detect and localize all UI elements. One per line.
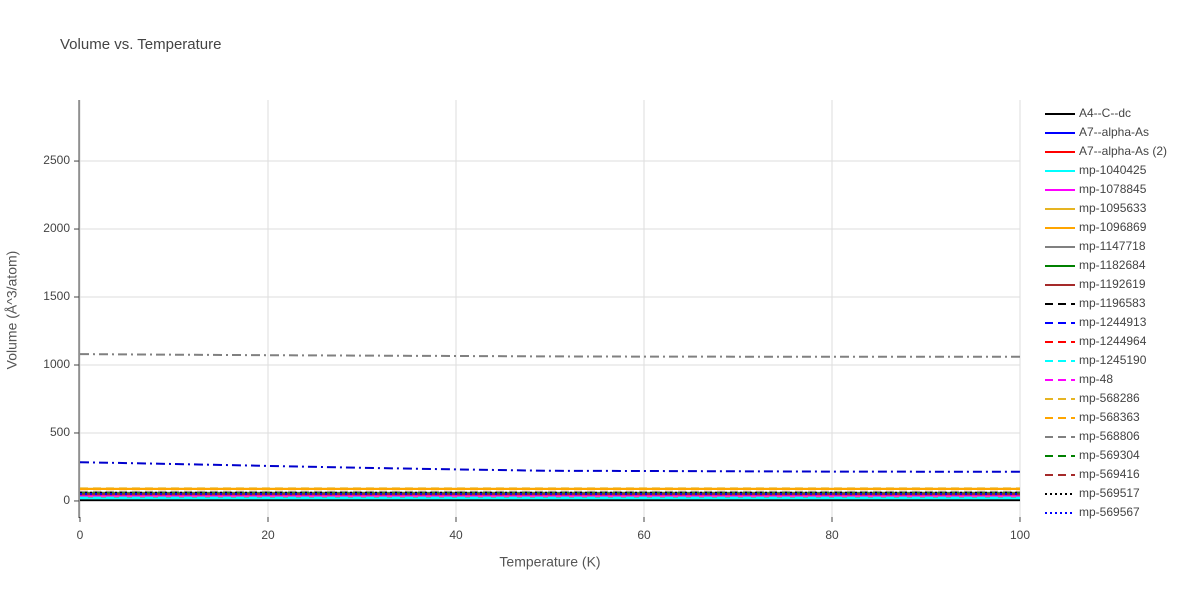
legend-label[interactable]: mp-1192619 — [1079, 277, 1146, 291]
y-tick-label: 2000 — [43, 221, 70, 235]
x-tick-label: 20 — [261, 528, 275, 542]
legend-label[interactable]: mp-1147718 — [1079, 239, 1146, 253]
y-axis-title: Volume (Å^3/atom) — [4, 251, 20, 370]
legend-label[interactable]: mp-1196583 — [1079, 296, 1146, 310]
y-tick-label: 2500 — [43, 153, 70, 167]
chart-title: Volume vs. Temperature — [60, 36, 221, 53]
legend-label[interactable]: mp-1078845 — [1079, 182, 1147, 196]
series-line — [79, 461, 1020, 473]
legend-label[interactable]: mp-568363 — [1079, 410, 1140, 424]
x-axis-title: Temperature (K) — [499, 554, 600, 570]
legend-label[interactable]: mp-1040425 — [1079, 163, 1147, 177]
x-tick-label: 60 — [637, 528, 651, 542]
legend-label[interactable]: mp-569517 — [1079, 486, 1140, 500]
legend-label[interactable]: mp-1182684 — [1079, 258, 1146, 272]
legend-label[interactable]: mp-569416 — [1079, 467, 1140, 481]
legend-label[interactable]: mp-568286 — [1079, 391, 1140, 405]
x-tick-label: 100 — [1010, 528, 1030, 542]
legend-label[interactable]: mp-1096869 — [1079, 220, 1147, 234]
legend-label[interactable]: mp-1244913 — [1079, 315, 1147, 329]
legend-label[interactable]: mp-1095633 — [1079, 201, 1147, 215]
x-tick-label: 0 — [77, 528, 84, 542]
legend-label[interactable]: mp-569304 — [1079, 448, 1140, 462]
legend-label[interactable]: A4--C--dc — [1079, 106, 1131, 120]
x-tick-label: 80 — [825, 528, 839, 542]
series-line — [79, 353, 1020, 358]
legend-label[interactable]: mp-569567 — [1079, 505, 1140, 519]
y-tick-label: 500 — [50, 425, 70, 439]
y-tick-label: 1500 — [43, 289, 70, 303]
y-tick-label: 1000 — [43, 357, 70, 371]
legend: A4--C--dc A7--alpha-As A7--alpha-As (2) mp-… — [1045, 106, 1167, 519]
plot-area — [79, 353, 1020, 502]
legend-label[interactable]: mp-1245190 — [1079, 353, 1147, 367]
legend-label[interactable]: A7--alpha-As — [1079, 125, 1149, 139]
y-tick-label: 0 — [63, 493, 70, 507]
legend-label[interactable]: A7--alpha-As (2) — [1079, 144, 1167, 158]
legend-label[interactable]: mp-568806 — [1079, 429, 1140, 443]
legend-label[interactable]: mp-1244964 — [1079, 334, 1147, 348]
legend-label[interactable]: mp-48 — [1079, 372, 1113, 386]
x-tick-label: 40 — [449, 528, 463, 542]
